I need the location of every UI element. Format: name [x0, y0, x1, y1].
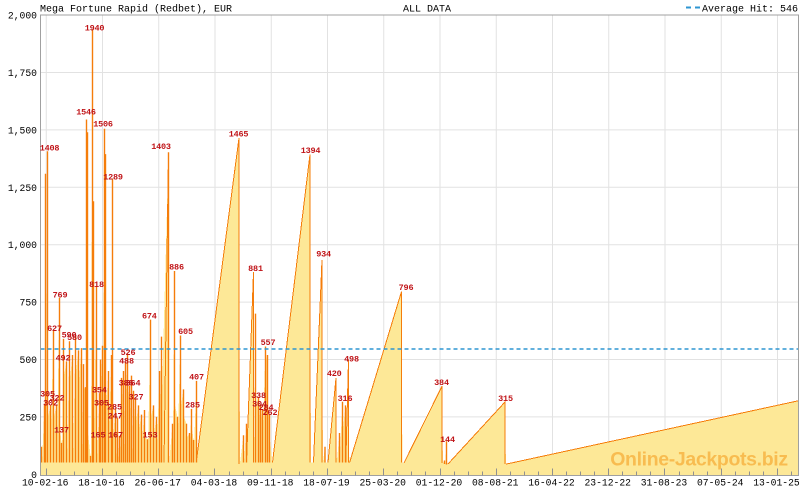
svg-text:327: 327: [129, 393, 144, 403]
svg-text:492: 492: [56, 354, 71, 364]
svg-text:Average Hit: 546: Average Hit: 546: [702, 4, 798, 16]
svg-text:302: 302: [43, 399, 58, 409]
svg-text:Mega Fortune Rapid (Redbet), E: Mega Fortune Rapid (Redbet), EUR: [40, 4, 232, 16]
svg-text:769: 769: [53, 291, 68, 301]
svg-text:285: 285: [107, 403, 122, 413]
svg-text:1465: 1465: [229, 130, 249, 140]
svg-text:284: 284: [259, 403, 274, 413]
svg-text:247: 247: [108, 412, 123, 422]
svg-text:1506: 1506: [93, 120, 113, 130]
svg-text:18-10-16: 18-10-16: [78, 478, 125, 489]
svg-text:16-04-22: 16-04-22: [528, 478, 575, 489]
svg-text:26-06-17: 26-06-17: [134, 478, 181, 489]
svg-text:488: 488: [119, 357, 134, 367]
svg-text:18-07-19: 18-07-19: [303, 478, 350, 489]
svg-text:165: 165: [91, 431, 106, 441]
svg-text:13-01-25: 13-01-25: [753, 478, 800, 489]
svg-text:23-12-22: 23-12-22: [584, 478, 631, 489]
svg-text:262: 262: [263, 408, 278, 418]
svg-text:2,000: 2,000: [8, 11, 37, 22]
svg-text:386: 386: [119, 379, 134, 389]
svg-text:1940: 1940: [85, 24, 105, 34]
svg-text:1,500: 1,500: [8, 125, 37, 136]
svg-text:153: 153: [143, 431, 158, 441]
svg-text:500: 500: [20, 355, 38, 366]
svg-text:31-08-23: 31-08-23: [641, 478, 688, 489]
svg-text:1,250: 1,250: [8, 183, 37, 194]
svg-text:886: 886: [169, 263, 184, 273]
svg-text:1289: 1289: [103, 173, 123, 183]
svg-text:1394: 1394: [301, 146, 321, 156]
svg-text:10-02-16: 10-02-16: [22, 478, 69, 489]
svg-text:08-08-21: 08-08-21: [472, 478, 519, 489]
svg-text:ALL DATA: ALL DATA: [403, 5, 451, 16]
svg-text:25-03-20: 25-03-20: [359, 478, 406, 489]
svg-text:526: 526: [121, 348, 136, 358]
svg-text:407: 407: [189, 373, 204, 383]
svg-text:796: 796: [399, 283, 414, 293]
svg-text:1,000: 1,000: [8, 240, 37, 251]
svg-text:881: 881: [248, 264, 263, 274]
svg-text:1546: 1546: [76, 108, 96, 118]
svg-text:354: 354: [92, 386, 107, 396]
svg-text:580: 580: [67, 333, 82, 343]
svg-text:304: 304: [252, 400, 267, 410]
svg-text:137: 137: [54, 426, 69, 436]
svg-text:167: 167: [108, 431, 123, 441]
svg-text:384: 384: [434, 378, 449, 388]
svg-text:285: 285: [185, 401, 200, 411]
svg-text:627: 627: [47, 324, 62, 334]
svg-text:316: 316: [338, 394, 353, 404]
svg-text:315: 315: [498, 394, 513, 404]
svg-text:934: 934: [316, 250, 331, 260]
svg-text:1403: 1403: [151, 142, 171, 152]
svg-text:674: 674: [142, 312, 157, 322]
svg-text:750: 750: [20, 298, 38, 309]
svg-text:338: 338: [251, 391, 266, 401]
svg-text:04-03-18: 04-03-18: [191, 478, 238, 489]
svg-text:420: 420: [327, 369, 342, 379]
svg-text:322: 322: [50, 394, 65, 404]
svg-text:305: 305: [94, 399, 109, 409]
svg-text:305: 305: [40, 390, 55, 400]
svg-text:09-11-18: 09-11-18: [247, 478, 294, 489]
svg-text:144: 144: [440, 435, 455, 445]
svg-text:498: 498: [344, 355, 359, 365]
svg-text:1408: 1408: [40, 144, 60, 154]
svg-text:557: 557: [261, 338, 276, 348]
svg-text:0: 0: [31, 470, 37, 481]
svg-text:Online-Jackpots.biz: Online-Jackpots.biz: [610, 449, 788, 471]
svg-text:590: 590: [62, 331, 77, 341]
svg-text:250: 250: [20, 412, 38, 423]
svg-text:364: 364: [126, 379, 141, 389]
svg-text:605: 605: [178, 327, 193, 337]
svg-text:07-05-24: 07-05-24: [697, 478, 744, 489]
svg-text:01-12-20: 01-12-20: [416, 478, 463, 489]
svg-text:818: 818: [89, 280, 104, 290]
svg-text:1,750: 1,750: [8, 68, 37, 79]
